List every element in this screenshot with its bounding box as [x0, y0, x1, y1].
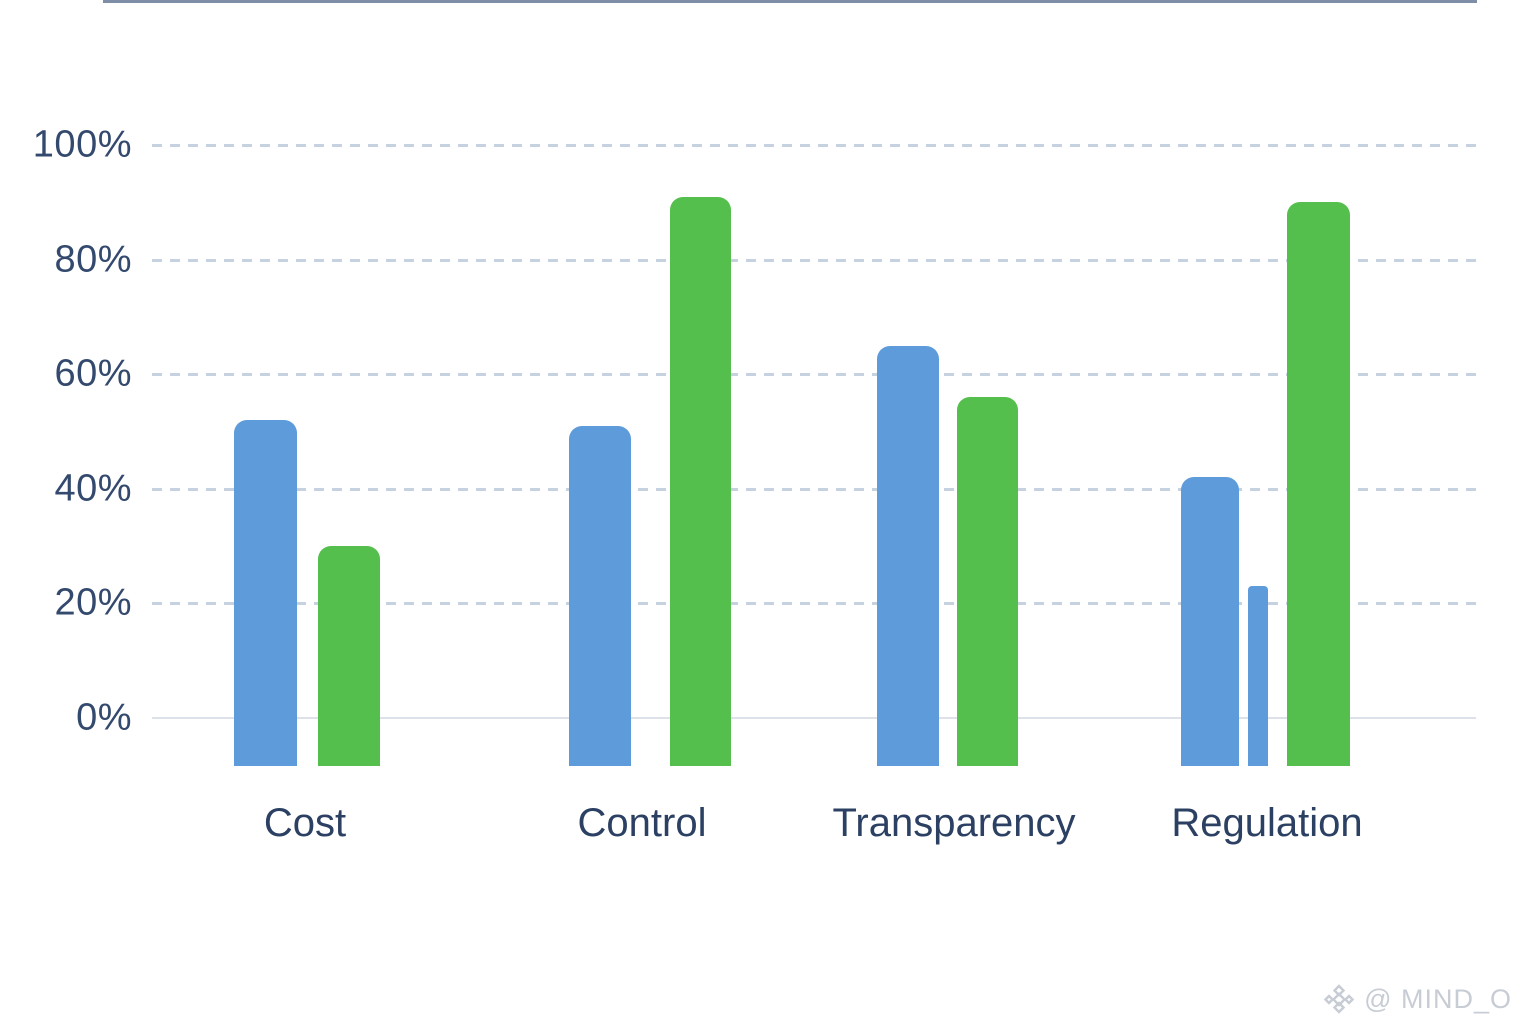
x-axis-line [103, 0, 1477, 3]
x-axis-label-cost: Cost [263, 801, 347, 845]
gridline-40 [152, 487, 1476, 491]
zero-gridline [152, 717, 1476, 719]
diamond-logo-icon [1323, 984, 1355, 1014]
gridline-100 [152, 144, 1476, 147]
y-axis-label-20: 20% [54, 581, 132, 624]
watermark-text: @ MIND_O [1364, 983, 1512, 1014]
y-axis-label-40: 40% [54, 467, 132, 510]
gridline-60 [152, 373, 1476, 377]
y-axis-label-100: 100% [32, 123, 132, 166]
bar-regulation-extra-thin [1248, 586, 1268, 766]
bar-transparency-blue-series [877, 346, 939, 766]
gridline-20 [152, 602, 1476, 606]
x-axis-label-control: Control [577, 801, 707, 845]
x-axis-label-transparency: Transparency [832, 801, 1076, 845]
bar-cost-green-series [318, 546, 380, 766]
bar-control-blue-series [569, 426, 631, 766]
bar-control-green-series [670, 197, 731, 766]
bar-regulation-blue-series [1181, 477, 1239, 766]
y-axis-label-80: 80% [54, 238, 132, 281]
bar-cost-blue-series [234, 420, 297, 766]
bar-transparency-green-series [957, 397, 1018, 766]
bar-regulation-green-series [1287, 202, 1350, 766]
y-axis-label-0: 0% [76, 696, 132, 739]
gridline-80 [152, 258, 1476, 262]
y-axis-label-60: 60% [54, 352, 132, 395]
watermark: @ MIND_O [1322, 982, 1512, 1016]
x-axis-label-regulation: Regulation [1171, 801, 1363, 845]
